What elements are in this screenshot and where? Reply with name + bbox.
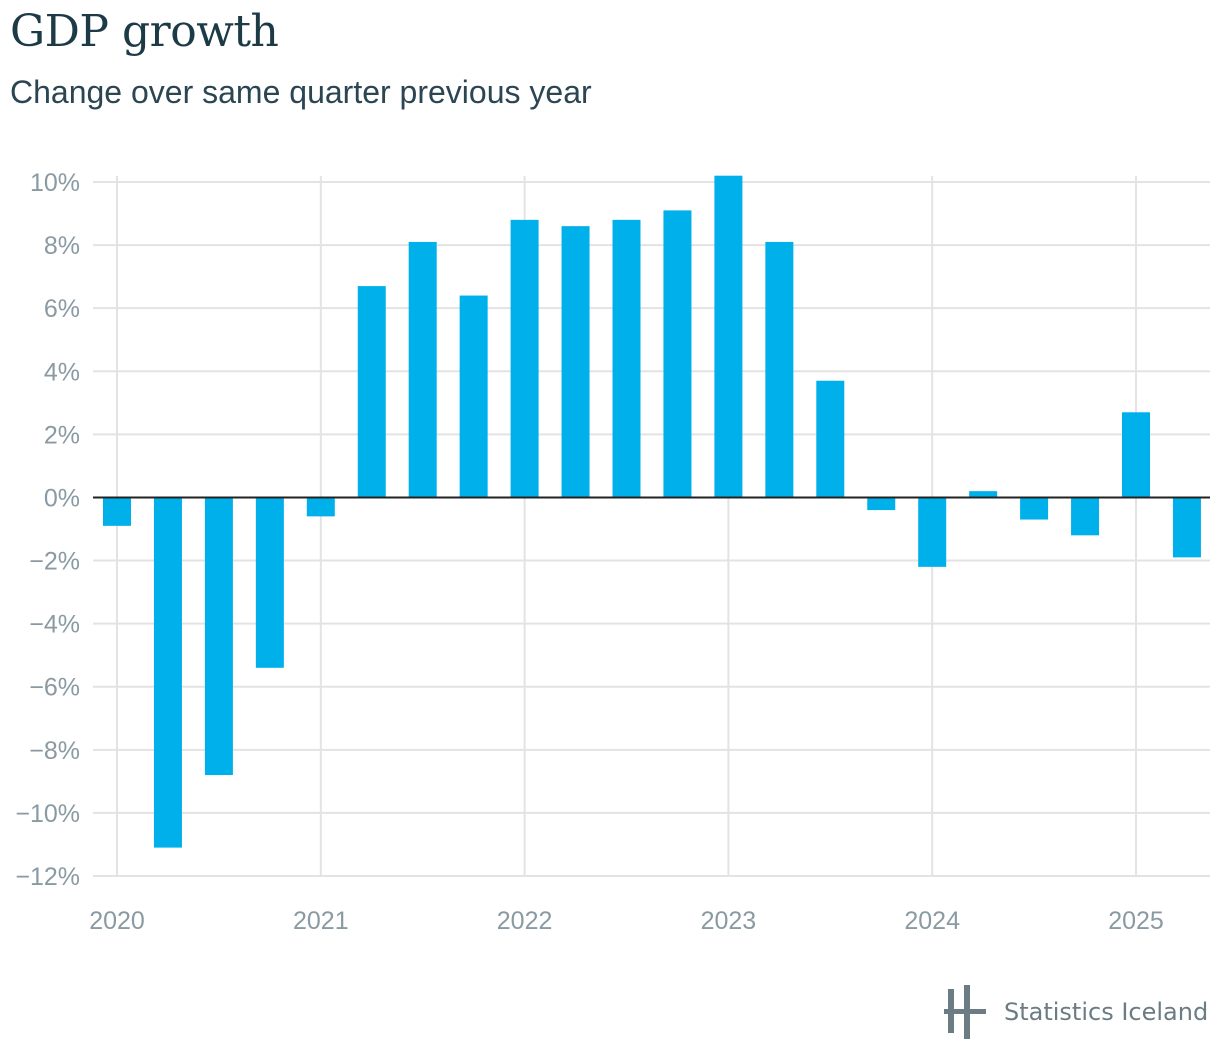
bars: [103, 175, 1201, 848]
y-tick-label: 8%: [44, 232, 80, 260]
bar: [612, 219, 641, 498]
y-tick-label: −12%: [15, 863, 80, 891]
bar: [153, 497, 182, 848]
y-tick-label: −8%: [29, 737, 80, 765]
bar: [306, 497, 335, 517]
y-tick-label: −6%: [29, 674, 80, 702]
axes: 10% 8% 6% 4% 2% 0% −2% −4% −6% −8% −10% −12% 2020 202…: [15, 169, 1210, 935]
bar: [714, 175, 743, 498]
y-tick-label: −4%: [29, 611, 80, 639]
bar: [204, 497, 233, 776]
x-tick-label: 2024: [904, 907, 960, 935]
bar: [408, 241, 437, 498]
bar: [663, 210, 692, 498]
y-tick-label: 6%: [44, 295, 80, 323]
bar: [816, 380, 845, 498]
bar: [255, 497, 284, 668]
bar: [1020, 497, 1049, 520]
chart-title: GDP growth: [10, 6, 279, 57]
bar: [765, 241, 794, 498]
bar: [357, 286, 386, 498]
bar: [1122, 412, 1150, 498]
bar: [103, 497, 131, 526]
chart-subtitle: Change over same quarter previous year: [10, 74, 592, 110]
y-tick-label: 0%: [44, 484, 80, 512]
bar: [510, 219, 539, 498]
bar: [561, 226, 590, 498]
x-tick-label: 2022: [497, 907, 553, 935]
y-tick-label: 2%: [44, 421, 80, 449]
y-tick-label: −10%: [15, 800, 80, 828]
statistics-iceland-logo-icon: [944, 985, 986, 1039]
bar: [969, 491, 998, 498]
logo-text: Statistics Iceland: [1004, 998, 1209, 1026]
x-tick-label: 2020: [89, 907, 145, 935]
statistics-iceland-logo: Statistics Iceland: [944, 985, 1208, 1039]
y-tick-label: −2%: [29, 548, 80, 576]
bar: [867, 497, 896, 511]
bar: [1071, 497, 1100, 536]
y-tick-label: 4%: [44, 358, 80, 386]
x-tick-label: 2025: [1108, 907, 1164, 935]
bar: [918, 497, 947, 567]
x-tick-label: 2023: [701, 907, 757, 935]
y-tick-label: 10%: [30, 169, 80, 197]
bar: [459, 295, 488, 498]
bar: [1172, 497, 1201, 558]
x-tick-label: 2021: [293, 907, 349, 935]
